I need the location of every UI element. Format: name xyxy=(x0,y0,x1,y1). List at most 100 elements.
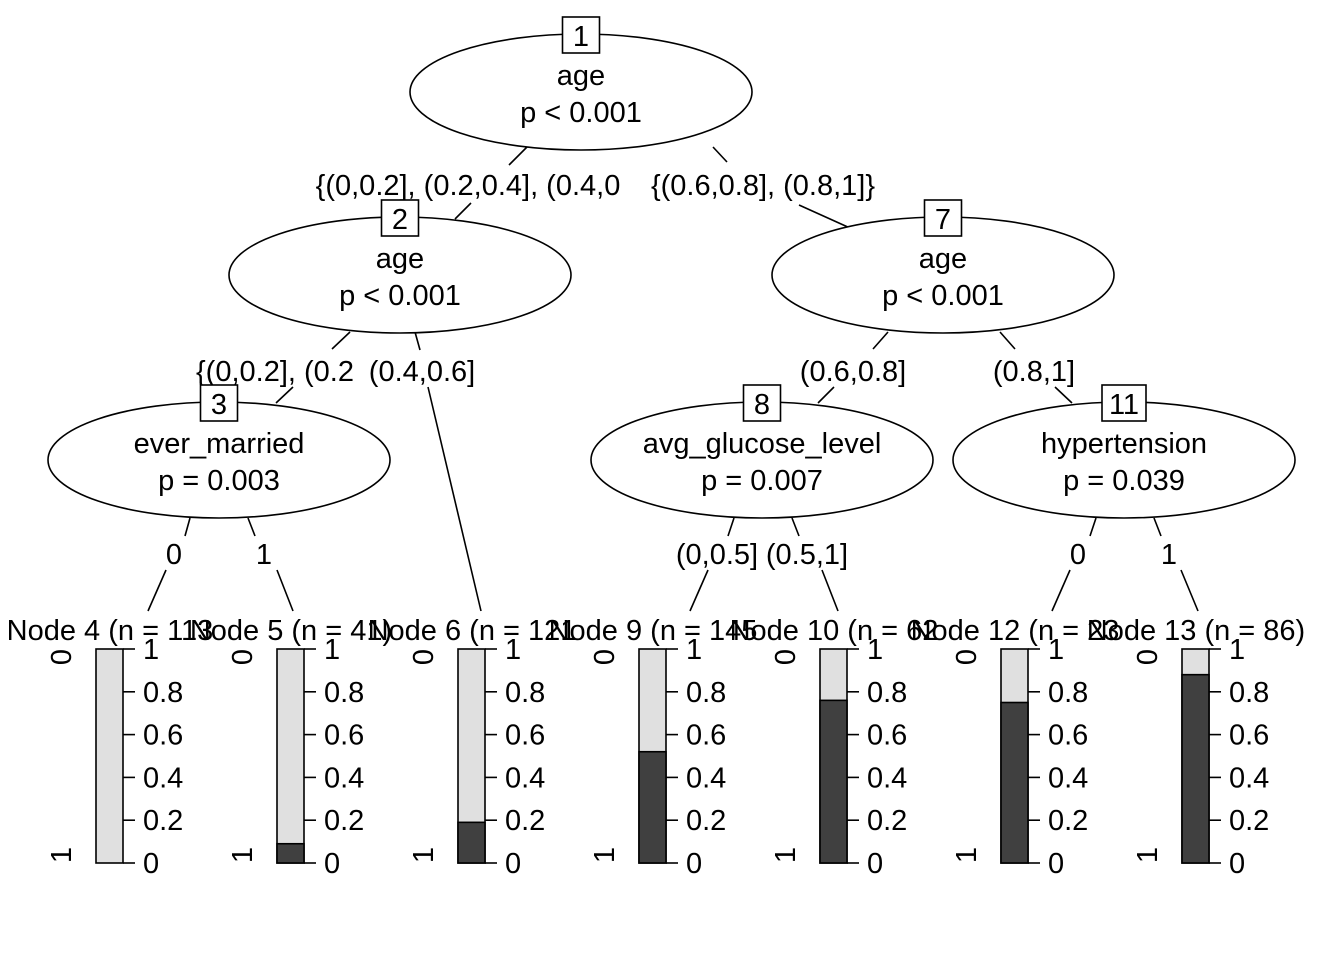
bar-class-0 xyxy=(276,648,305,864)
bar-class-1 xyxy=(276,842,305,864)
edge-label: {(0,0.2], (0.2 xyxy=(196,356,354,388)
axis-tick-label: 1 xyxy=(143,634,159,666)
axis-tick-label: 0 xyxy=(867,848,883,880)
node-id: 11 xyxy=(1109,389,1139,421)
edge-label: (0,0.5] xyxy=(676,539,758,571)
axis-tick-label: 0.4 xyxy=(686,762,726,794)
tree-edge xyxy=(1089,517,1097,537)
axis-tick-label: 1 xyxy=(1229,634,1245,666)
tree-edge xyxy=(414,331,421,351)
tree-edge xyxy=(276,569,294,612)
edge-label: (0.5,1] xyxy=(766,539,848,571)
tree-edge xyxy=(454,202,472,220)
category-label-top: 0 xyxy=(227,649,259,665)
category-label-bottom: 1 xyxy=(408,847,440,863)
axis-tick-label: 0 xyxy=(324,848,340,880)
axis-tick-label: 1 xyxy=(686,634,702,666)
terminal-node-label: Node 10 (n = 62 xyxy=(730,615,939,647)
tree-edge xyxy=(1153,517,1162,537)
axis-tick-label: 0 xyxy=(1229,848,1245,880)
edge-label: {(0,0.2], (0.2,0.4], (0.4,0 xyxy=(316,170,621,202)
node-id-box xyxy=(1101,384,1147,422)
axis-tick-label: 0.6 xyxy=(686,720,726,752)
axis-tick-label: 0.4 xyxy=(143,762,183,794)
node-id: 8 xyxy=(754,389,770,421)
axis-tick-label: 0.8 xyxy=(686,677,726,709)
tree-edge xyxy=(1054,386,1073,404)
terminal-node-label: Node 6 (n = 121 xyxy=(368,615,577,647)
tree-edge xyxy=(508,146,528,166)
axis-tick-label: 0.6 xyxy=(505,720,545,752)
axis-tick-label: 0.2 xyxy=(1048,805,1088,837)
axis-tick-label: 0.4 xyxy=(505,762,545,794)
node-p-value: p < 0.001 xyxy=(882,280,1004,312)
tree-edge xyxy=(727,517,735,537)
category-label-bottom: 1 xyxy=(227,847,259,863)
edge-label: 0 xyxy=(166,539,182,571)
axis-tick-label: 0.4 xyxy=(1229,762,1269,794)
edge-label: (0.4,0.6] xyxy=(369,356,475,388)
terminal-node-label: Node 13 (n = 86) xyxy=(1087,615,1305,647)
node-id-box xyxy=(380,199,420,237)
axis-tick-label: 0.6 xyxy=(867,720,907,752)
category-label-top: 0 xyxy=(1132,649,1164,665)
tree-edge xyxy=(184,517,191,537)
bar-class-1 xyxy=(457,821,486,864)
tree-edges xyxy=(147,146,1199,612)
axis-tick-label: 0 xyxy=(686,848,702,880)
axis-tick-label: 0.8 xyxy=(867,677,907,709)
inner-node-2: 2 age p < 0.001 xyxy=(228,199,572,334)
category-label-bottom: 1 xyxy=(589,847,621,863)
terminal-node-label: Node 4 (n = 113 xyxy=(7,615,214,647)
node-p-value: p = 0.003 xyxy=(158,465,280,497)
node-variable: age xyxy=(376,243,424,275)
tree-edge xyxy=(798,204,851,229)
node-id-box xyxy=(561,16,601,54)
inner-node-7: 7 age p < 0.001 xyxy=(771,199,1115,334)
axis-tick-label: 1 xyxy=(324,634,340,666)
inner-node-11: 11 hypertension p = 0.039 xyxy=(952,384,1296,519)
inner-node-1: 1 age p < 0.001 xyxy=(409,16,753,151)
edge-label: (0.8,1] xyxy=(993,356,1075,388)
node-p-value: p < 0.001 xyxy=(520,97,642,129)
node-id: 7 xyxy=(935,204,951,236)
edge-label: 0 xyxy=(1070,539,1086,571)
axis-tick-label: 0.4 xyxy=(1048,762,1088,794)
edge-label: 1 xyxy=(256,539,272,571)
axis-tick-label: 0 xyxy=(505,848,521,880)
axis-tick-label: 0.6 xyxy=(143,720,183,752)
category-label-top: 0 xyxy=(408,649,440,665)
tree-edge xyxy=(331,331,351,350)
tree-edge xyxy=(689,569,709,612)
category-label-bottom: 1 xyxy=(770,847,802,863)
axis-tick-label: 0.8 xyxy=(143,677,183,709)
edge-label: (0.6,0.8] xyxy=(800,356,906,388)
bar-class-1 xyxy=(1181,673,1210,864)
node-id-box xyxy=(742,384,782,422)
node-p-value: p < 0.001 xyxy=(339,280,461,312)
node-id: 3 xyxy=(211,389,227,421)
tree-edge xyxy=(712,146,728,163)
axis-tick-label: 0 xyxy=(1048,848,1064,880)
tree-edge xyxy=(1051,569,1071,612)
axis-tick-label: 0.2 xyxy=(143,805,183,837)
axis-tick-label: 1 xyxy=(505,634,521,666)
axis-tick-label: 0.8 xyxy=(1048,677,1088,709)
axis-tick-label: 1 xyxy=(867,634,883,666)
axis-tick-label: 0 xyxy=(143,848,159,880)
node-id: 2 xyxy=(392,204,408,236)
terminal-node-label: Node 12 (n = 23 xyxy=(911,615,1120,647)
tree-edge xyxy=(275,386,294,404)
node-variable: age xyxy=(557,60,605,92)
